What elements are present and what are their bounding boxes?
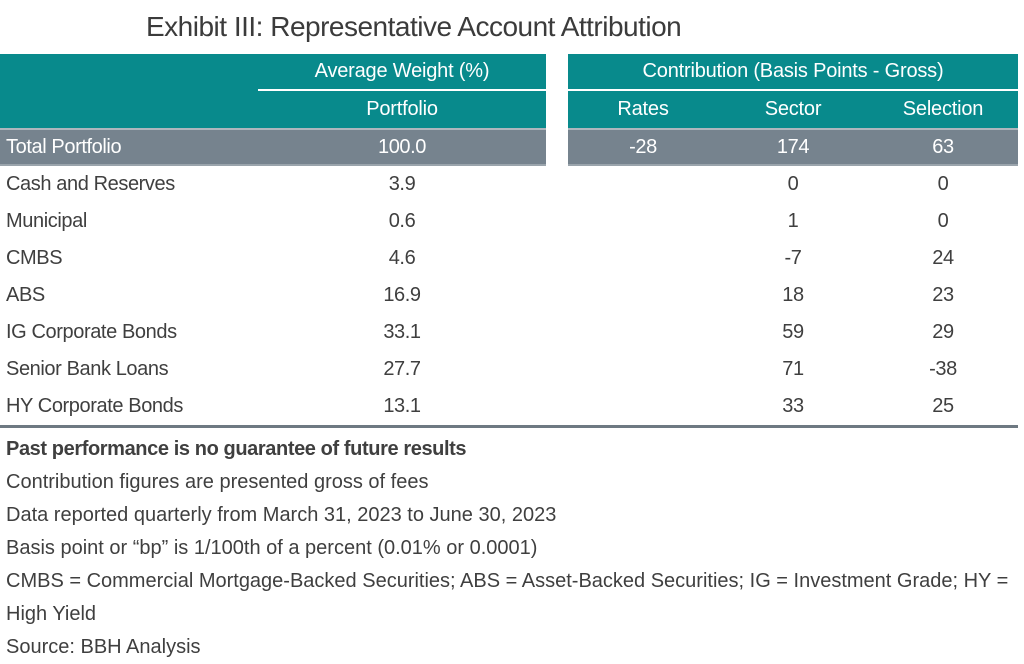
total-portfolio-row: Total Portfolio 100.0 -28 174 63 bbox=[0, 128, 1024, 166]
right-header-sub-segment: Rates Sector Selection bbox=[568, 91, 1018, 128]
row-label: HY Corporate Bonds bbox=[6, 395, 183, 417]
rates-cell bbox=[568, 166, 718, 203]
rates-cell bbox=[568, 240, 718, 277]
sector-cell: 1 bbox=[787, 210, 799, 232]
sector-column-header: Sector bbox=[764, 98, 822, 120]
table-row: Senior Bank Loans 27.7 71 -38 bbox=[0, 351, 1024, 388]
sector-cell: 59 bbox=[782, 321, 804, 343]
table-row: HY Corporate Bonds 13.1 33 25 bbox=[0, 388, 1024, 425]
row-label: ABS bbox=[6, 284, 45, 306]
rates-cell: -28 bbox=[629, 135, 657, 158]
sector-cell: 33 bbox=[782, 395, 804, 417]
table-header-group-row: Average Weight (%) Contribution (Basis P… bbox=[0, 54, 1024, 91]
selection-cell: 0 bbox=[937, 210, 949, 232]
rates-column-header: Rates bbox=[617, 98, 669, 120]
label-column-subheader-spacer bbox=[0, 91, 258, 128]
rates-cell bbox=[568, 351, 718, 388]
page-title: Exhibit III: Representative Account Attr… bbox=[146, 11, 682, 42]
selection-cell: -38 bbox=[929, 358, 957, 380]
source-note: Source: BBH Analysis bbox=[6, 636, 201, 658]
table-header-sub-row: Portfolio Rates Sector Selection bbox=[0, 91, 1024, 128]
left-header-group-segment: Average Weight (%) bbox=[0, 54, 546, 91]
gross-of-fees-note: Contribution figures are presented gross… bbox=[6, 471, 429, 493]
table-row: CMBS 4.6 -7 24 bbox=[0, 240, 1024, 277]
basis-point-definition-note: Basis point or “bp” is 1/100th of a perc… bbox=[6, 537, 538, 559]
sector-cell: -7 bbox=[784, 247, 802, 269]
weight-cell: 4.6 bbox=[388, 247, 416, 269]
reporting-period-note: Data reported quarterly from March 31, 2… bbox=[6, 504, 557, 526]
right-margin bbox=[1018, 54, 1024, 91]
rates-cell bbox=[568, 314, 718, 351]
right-margin bbox=[1018, 91, 1024, 128]
table-row: Cash and Reserves 3.9 0 0 bbox=[0, 166, 1024, 203]
portfolio-column-header: Portfolio bbox=[366, 98, 438, 120]
right-margin bbox=[1018, 128, 1024, 166]
row-label: Total Portfolio bbox=[6, 135, 122, 158]
table-segment-gap bbox=[546, 54, 568, 91]
row-label: Senior Bank Loans bbox=[6, 358, 169, 380]
total-row-left-segment: Total Portfolio 100.0 bbox=[0, 128, 546, 166]
selection-cell: 23 bbox=[932, 284, 954, 306]
table-bottom-divider bbox=[0, 425, 1018, 428]
selection-cell: 63 bbox=[932, 135, 954, 158]
weight-cell: 16.9 bbox=[383, 284, 421, 306]
table-row: ABS 16.9 18 23 bbox=[0, 277, 1024, 314]
rates-cell bbox=[568, 277, 718, 314]
selection-column-header: Selection bbox=[902, 98, 984, 120]
left-header-sub-segment: Portfolio bbox=[0, 91, 546, 128]
sector-cell: 0 bbox=[787, 173, 799, 195]
selection-cell: 24 bbox=[932, 247, 954, 269]
sector-cell: 71 bbox=[782, 358, 804, 380]
past-performance-note: Past performance is no guarantee of futu… bbox=[6, 438, 467, 460]
total-row-right-segment: -28 174 63 bbox=[568, 128, 1018, 166]
right-header-group-segment: Contribution (Basis Points - Gross) bbox=[568, 54, 1018, 91]
exhibit-page: Exhibit III: Representative Account Attr… bbox=[0, 12, 1024, 664]
label-column-header-spacer bbox=[0, 54, 258, 91]
contribution-group-header: Contribution (Basis Points - Gross) bbox=[568, 54, 1018, 91]
selection-cell: 25 bbox=[932, 395, 954, 417]
table-row: Municipal 0.6 1 0 bbox=[0, 203, 1024, 240]
abbreviations-note: CMBS = Commercial Mortgage-Backed Securi… bbox=[6, 570, 1009, 625]
selection-cell: 29 bbox=[932, 321, 954, 343]
average-weight-group-header: Average Weight (%) bbox=[258, 54, 546, 91]
selection-cell: 0 bbox=[937, 173, 949, 195]
sector-cell: 174 bbox=[776, 135, 810, 158]
row-label: CMBS bbox=[6, 247, 63, 269]
table-segment-gap bbox=[546, 128, 568, 166]
table-row: IG Corporate Bonds 33.1 59 29 bbox=[0, 314, 1024, 351]
weight-cell: 27.7 bbox=[383, 358, 421, 380]
weight-cell: 0.6 bbox=[388, 210, 416, 232]
sector-cell: 18 bbox=[782, 284, 804, 306]
row-label: Cash and Reserves bbox=[6, 173, 175, 195]
footnotes: Past performance is no guarantee of futu… bbox=[0, 428, 1024, 664]
weight-cell: 33.1 bbox=[383, 321, 421, 343]
rates-cell bbox=[568, 203, 718, 240]
weight-cell: 3.9 bbox=[388, 173, 416, 195]
weight-cell: 13.1 bbox=[383, 395, 421, 417]
row-label: IG Corporate Bonds bbox=[6, 321, 177, 343]
row-label: Municipal bbox=[6, 210, 87, 232]
rates-cell bbox=[568, 388, 718, 425]
weight-cell: 100.0 bbox=[377, 135, 427, 158]
table-segment-gap bbox=[546, 91, 568, 128]
